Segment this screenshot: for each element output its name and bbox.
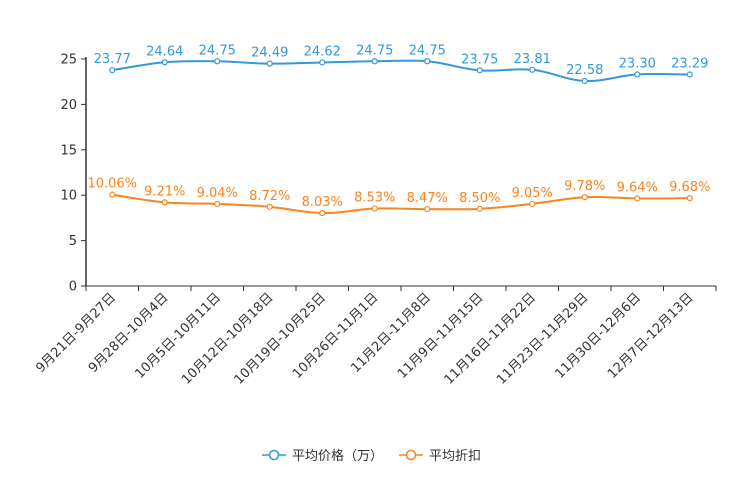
data-label: 8.03% [302, 195, 343, 210]
y-tick-label: 25 [60, 53, 77, 68]
x-tick-label: 11月16日-11月22日 [442, 290, 539, 387]
data-label: 24.75 [356, 43, 393, 58]
y-tick-label: 5 [69, 234, 77, 249]
data-point [161, 199, 168, 206]
data-label: 23.77 [94, 52, 131, 67]
y-tick-label: 20 [60, 98, 77, 113]
data-label: 9.05% [512, 186, 553, 201]
data-label: 8.50% [459, 191, 500, 206]
data-point [476, 205, 483, 212]
data-point [529, 200, 536, 207]
data-point [266, 203, 273, 210]
series-line [112, 59, 690, 82]
data-point [634, 71, 641, 78]
series-avg-discount: 10.06% 9.21% 9.04% 8.72% 8.03% 8.53% 8.47% 8.50… [87, 177, 710, 217]
data-point [424, 58, 431, 65]
data-label: 24.49 [251, 46, 288, 61]
x-tick-label: 10月12日-10月18日 [179, 290, 276, 387]
data-label: 23.29 [671, 57, 708, 72]
y-tick-label: 10 [60, 189, 77, 204]
legend-marker-icon [268, 449, 280, 461]
legend-label: 平均价格（万） [292, 448, 383, 464]
data-point [476, 67, 483, 74]
legend-label: 平均折扣 [429, 449, 481, 464]
data-label: 24.75 [409, 43, 446, 58]
axes: 05101520259月21日-9月27日9月28日-10月4日10月5日-10… [33, 53, 717, 388]
data-point [581, 77, 588, 85]
data-label: 9.78% [564, 179, 605, 194]
data-label: 8.72% [249, 189, 290, 204]
data-label: 9.04% [197, 186, 238, 201]
data-point [371, 58, 378, 65]
data-label: 23.75 [461, 52, 498, 67]
data-label: 24.64 [146, 44, 183, 59]
data-point [581, 194, 588, 201]
y-tick-label: 0 [69, 280, 77, 295]
data-point [634, 195, 641, 202]
x-tick-label: 11月23日-11月29日 [494, 290, 591, 387]
legend-marker-icon [405, 449, 417, 461]
data-label: 10.06% [87, 177, 137, 192]
data-point [109, 67, 116, 74]
legend-item-avg-discount[interactable]: 平均折扣 [399, 449, 481, 464]
series-line [112, 193, 690, 215]
data-point [214, 200, 221, 208]
legend[interactable]: 平均价格（万） 平均折扣 [262, 448, 481, 464]
data-point [109, 191, 116, 198]
data-point [529, 66, 536, 73]
data-point [319, 209, 326, 217]
data-label: 24.62 [304, 44, 341, 59]
data-point [214, 58, 221, 65]
data-point [371, 205, 378, 212]
data-label: 9.64% [617, 180, 658, 195]
data-label: 24.75 [199, 43, 236, 58]
data-point [266, 60, 273, 67]
series-layer: 23.77 24.64 24.75 24.49 24.62 24.75 24.75 23.75… [87, 43, 710, 217]
x-tick-label: 10月19日-10月25日 [232, 290, 329, 387]
data-point [319, 59, 326, 66]
data-label: 23.81 [514, 52, 551, 67]
data-point [686, 71, 693, 78]
data-label: 9.68% [669, 180, 710, 195]
series-avg-price: 23.77 24.64 24.75 24.49 24.62 24.75 24.75 23.75… [94, 43, 708, 85]
legend-item-avg-price[interactable]: 平均价格（万） [262, 448, 383, 464]
data-label: 23.30 [619, 56, 656, 71]
data-label: 8.53% [354, 191, 395, 206]
data-label: 8.47% [407, 191, 448, 206]
data-point [686, 195, 693, 202]
data-label: 22.58 [566, 63, 603, 78]
data-point [161, 59, 168, 66]
y-tick-label: 15 [60, 143, 77, 158]
data-point [424, 205, 431, 213]
data-label: 9.21% [144, 184, 185, 199]
